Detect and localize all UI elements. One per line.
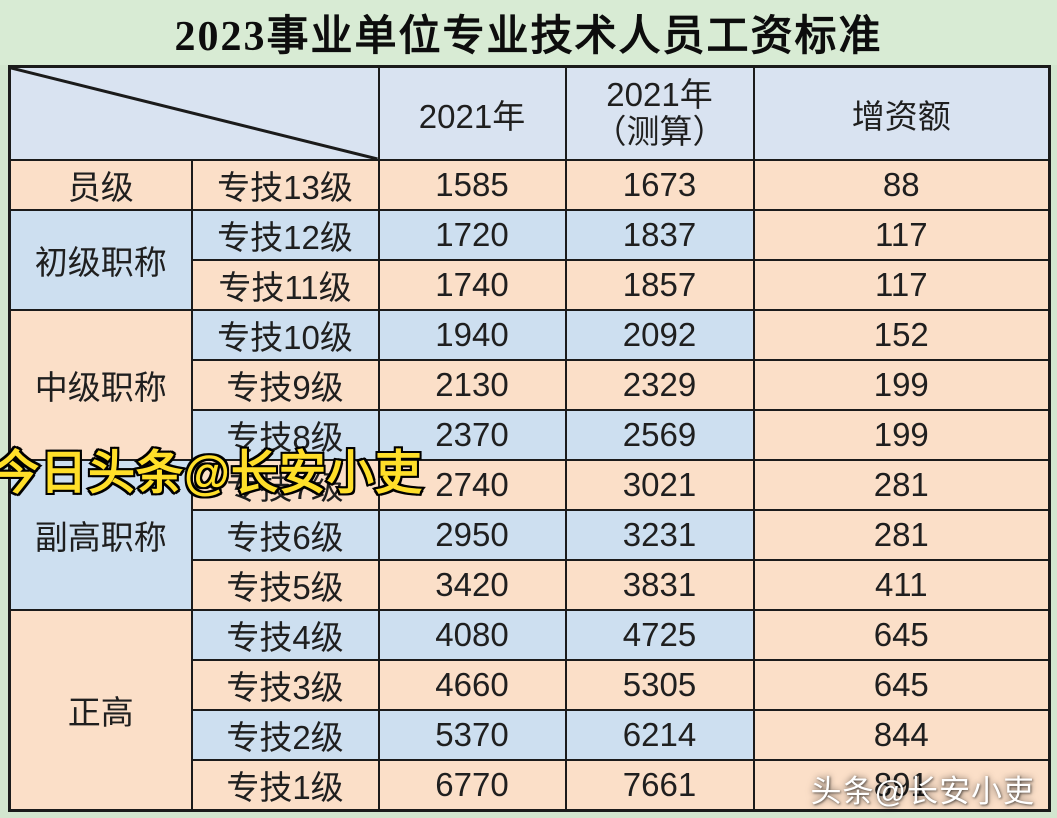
increase-cell: 199 (752, 409, 1051, 461)
level-cell: 专技4级 (190, 609, 380, 661)
increase-cell: 844 (752, 709, 1051, 761)
header-row: 2021年 2021年 （测算） 增资额 (8, 65, 1051, 161)
salary-2021-cell: 2370 (377, 409, 567, 461)
salary-est-cell: 1837 (564, 209, 755, 261)
salary-2021-cell: 4080 (377, 609, 567, 661)
level-cell: 专技12级 (190, 209, 380, 261)
table-row-level1: 专技1级 6770 7661 891 (10, 759, 1051, 812)
watermark-corner: 头条@长安小吏 (810, 774, 1035, 809)
salary-2021-cell: 1720 (377, 209, 567, 261)
salary-2021-cell: 5370 (377, 709, 567, 761)
level-cell: 专技13级 (190, 159, 380, 211)
group-cell-chuji: 初级职称 (8, 209, 193, 311)
level-cell: 专技9级 (190, 359, 380, 411)
salary-est-cell: 6214 (564, 709, 755, 761)
salary-2021-cell: 2740 (377, 459, 567, 511)
header-2021-estimated: 2021年 （测算） (564, 65, 755, 161)
header-increase: 增资额 (752, 65, 1051, 161)
increase-cell: 88 (752, 159, 1051, 211)
salary-est-cell: 7661 (564, 759, 755, 812)
watermark-overlay: 今日头条@长安小吏 (0, 444, 424, 501)
salary-2021-cell: 6770 (377, 759, 567, 812)
group-cell-yuanji: 员级 (8, 159, 193, 211)
group-cell-fugao: 副高职称 (8, 459, 193, 611)
salary-2021-cell: 2130 (377, 359, 567, 411)
salary-est-cell: 1673 (564, 159, 755, 211)
group-cell-zhongji: 中级职称 (8, 309, 193, 461)
group-cell-zhenggao: 正高 (8, 609, 193, 812)
increase-cell: 891 (752, 759, 1051, 812)
salary-est-cell: 2329 (564, 359, 755, 411)
increase-cell: 199 (752, 359, 1051, 411)
header-2021-estimated-line1: 2021年 (606, 75, 713, 113)
salary-2021-cell: 1585 (377, 159, 567, 211)
salary-est-cell: 3231 (564, 509, 755, 561)
level-cell: 专技7级 (190, 459, 380, 511)
salary-est-cell: 3831 (564, 559, 755, 611)
salary-est-cell: 2092 (564, 309, 755, 361)
level-cell: 专技6级 (190, 509, 380, 561)
salary-est-cell: 2569 (564, 409, 755, 461)
diagonal-header-cell (8, 65, 380, 161)
table-row-level10: 中级职称 专技10级 1940 2092 152 (8, 309, 1051, 461)
increase-cell: 645 (752, 609, 1051, 661)
salary-2021-cell: 2950 (377, 509, 567, 561)
table-row-level12: 初级职称 专技12级 1720 1837 117 (8, 209, 1051, 311)
salary-est-cell: 4725 (564, 609, 755, 661)
salary-est-cell: 3021 (564, 459, 755, 511)
title-band: 2023事业单位专业技术人员工资标准 (0, 0, 1057, 65)
salary-2021-cell: 4660 (377, 659, 567, 711)
table-row-level13: 员级 专技13级 1585 1673 88 (8, 159, 1051, 211)
level-cell: 专技5级 (190, 559, 380, 611)
salary-table: 2021年 2021年 （测算） 增资额 员级 专技13级 1585 1673 … (8, 65, 1051, 812)
increase-cell: 117 (752, 259, 1051, 311)
table-row-level11: 专技11级 1740 1857 117 (10, 259, 1051, 311)
salary-est-cell: 1857 (564, 259, 755, 311)
salary-2021-cell: 1940 (377, 309, 567, 361)
table-row-level5: 专技5级 3420 3831 411 (10, 559, 1051, 611)
level-cell: 专技8级 (190, 409, 380, 461)
salary-est-cell: 5305 (564, 659, 755, 711)
salary-2021-cell: 1740 (377, 259, 567, 311)
header-2021-estimated-line2: （测算） (593, 112, 726, 150)
increase-cell: 281 (752, 509, 1051, 561)
increase-cell: 152 (752, 309, 1051, 361)
table-row-level6: 专技6级 2950 3231 281 (10, 509, 1051, 561)
increase-cell: 645 (752, 659, 1051, 711)
table-row-level9: 专技9级 2130 2329 199 (10, 359, 1051, 411)
increase-cell: 411 (752, 559, 1051, 611)
increase-cell: 281 (752, 459, 1051, 511)
table-row-level7: 副高职称 专技7级 2740 3021 281 (8, 459, 1051, 611)
table-row-level4: 正高 专技4级 4080 4725 645 (8, 609, 1051, 812)
level-cell: 专技1级 (190, 759, 380, 812)
page-title: 2023事业单位专业技术人员工资标准 (174, 14, 883, 60)
level-cell: 专技2级 (190, 709, 380, 761)
salary-2021-cell: 3420 (377, 559, 567, 611)
table-row-level8: 专技8级 2370 2569 199 (10, 409, 1051, 461)
table-row-level3: 专技3级 4660 5305 645 (10, 659, 1051, 711)
increase-cell: 117 (752, 209, 1051, 261)
diagonal-line-icon (11, 68, 377, 159)
level-cell: 专技3级 (190, 659, 380, 711)
table-row-level2: 专技2级 5370 6214 844 (10, 709, 1051, 761)
header-2021: 2021年 (377, 65, 567, 161)
level-cell: 专技11级 (190, 259, 380, 311)
level-cell: 专技10级 (190, 309, 380, 361)
